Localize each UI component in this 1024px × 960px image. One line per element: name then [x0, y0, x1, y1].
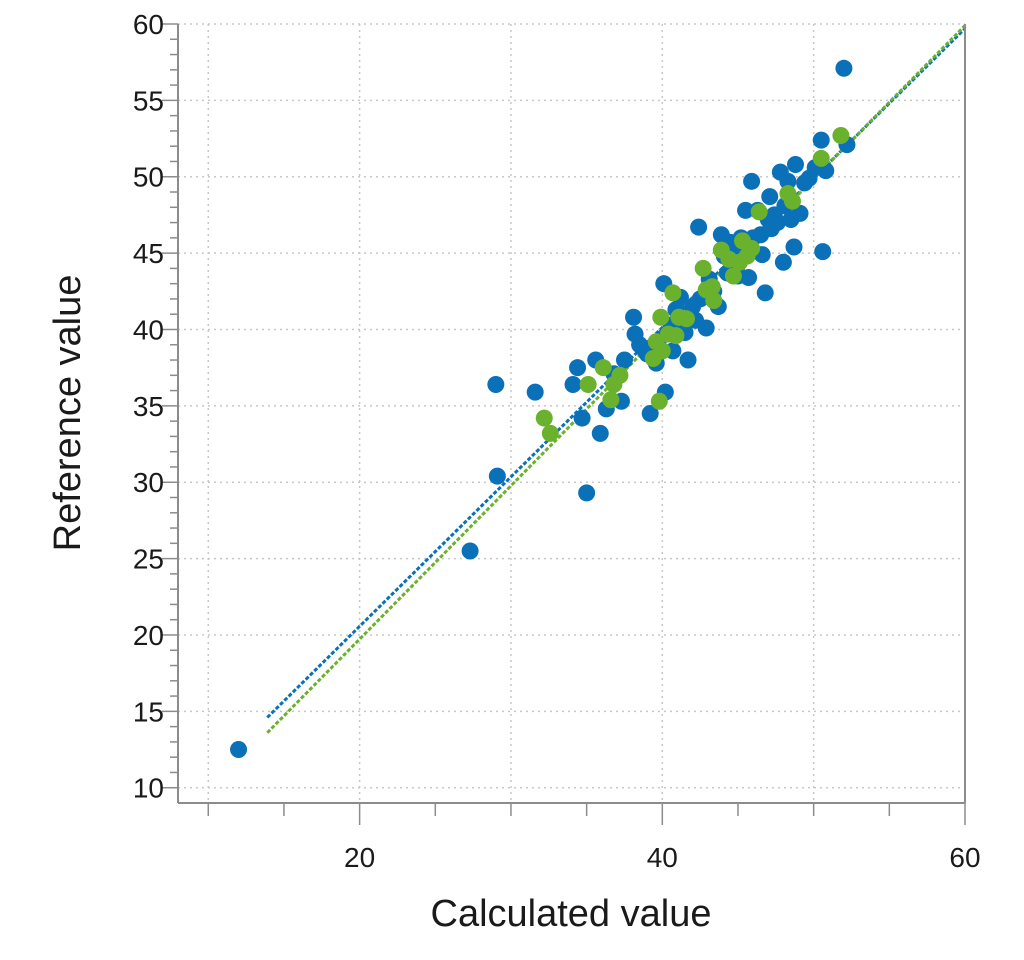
blue-data-point — [756, 284, 774, 302]
data-points — [230, 59, 856, 759]
green-data-point — [579, 375, 597, 393]
x-tick-label: 60 — [949, 842, 980, 873]
blue-data-point — [737, 201, 755, 219]
blue-data-point — [814, 243, 832, 261]
y-tick-label: 20 — [133, 620, 164, 651]
y-tick-label: 60 — [133, 9, 164, 40]
blue-data-point — [743, 172, 761, 190]
y-tick-label: 35 — [133, 391, 164, 422]
blue-data-point — [690, 218, 708, 236]
x-tick-label: 20 — [344, 842, 375, 873]
green-data-point — [743, 240, 761, 258]
green-data-point — [705, 291, 723, 309]
blue-data-point — [578, 484, 596, 502]
green-data-point — [664, 284, 682, 302]
blue-data-point — [564, 375, 582, 393]
blue-data-point — [697, 319, 715, 337]
blue-data-point — [591, 424, 609, 442]
blue-data-point — [625, 308, 643, 326]
blue-data-point — [785, 238, 803, 256]
green-data-point — [832, 127, 850, 145]
blue-data-point — [768, 214, 786, 232]
y-tick-label: 10 — [133, 773, 164, 804]
y-tick-label: 30 — [133, 467, 164, 498]
green-data-point — [703, 278, 721, 296]
x-tick-label: 40 — [647, 842, 678, 873]
x-axis-title: Calculated value — [431, 893, 712, 935]
green-data-point — [652, 308, 670, 326]
blue-data-point — [740, 269, 758, 287]
green-fit-line — [266, 24, 967, 734]
tick-labels: 10 15 20 25 30 35 40 45 50 55 60 20 40 60 — [133, 9, 981, 873]
y-tick-label: 50 — [133, 162, 164, 193]
green-data-point — [541, 424, 559, 442]
blue-data-point — [791, 204, 809, 222]
blue-data-point — [774, 253, 792, 271]
green-data-point — [724, 267, 742, 285]
y-tick-label: 40 — [133, 314, 164, 345]
green-data-point — [650, 392, 668, 410]
green-data-point — [535, 409, 553, 427]
blue-data-point — [786, 156, 804, 174]
green-data-point — [694, 259, 712, 277]
green-data-point — [812, 149, 830, 167]
blue-data-point — [679, 351, 697, 369]
green-data-point — [594, 359, 612, 377]
blue-data-point — [812, 131, 830, 149]
blue-data-point — [526, 383, 544, 401]
blue-data-point — [461, 542, 479, 560]
blue-data-point — [641, 405, 659, 422]
axes — [162, 23, 966, 825]
blue-data-point — [569, 359, 587, 377]
blue-data-point — [835, 59, 853, 77]
green-data-point — [678, 310, 696, 328]
y-tick-label: 45 — [133, 238, 164, 269]
green-data-point — [750, 203, 768, 221]
blue-data-point — [488, 467, 506, 485]
blue-data-point — [487, 375, 505, 393]
green-data-point — [783, 192, 801, 210]
y-tick-label: 55 — [133, 85, 164, 116]
y-axis-title: Reference value — [47, 275, 89, 552]
green-data-point — [602, 391, 620, 409]
blue-data-point — [761, 188, 779, 206]
y-tick-label: 15 — [133, 696, 164, 727]
blue-data-point — [615, 351, 633, 369]
green-data-point — [653, 342, 671, 360]
green-data-point — [611, 366, 629, 384]
blue-data-point — [230, 741, 248, 759]
blue-data-point — [573, 409, 591, 427]
green-data-point — [667, 327, 685, 345]
blue-data-point — [779, 172, 797, 190]
y-tick-label: 25 — [133, 544, 164, 575]
